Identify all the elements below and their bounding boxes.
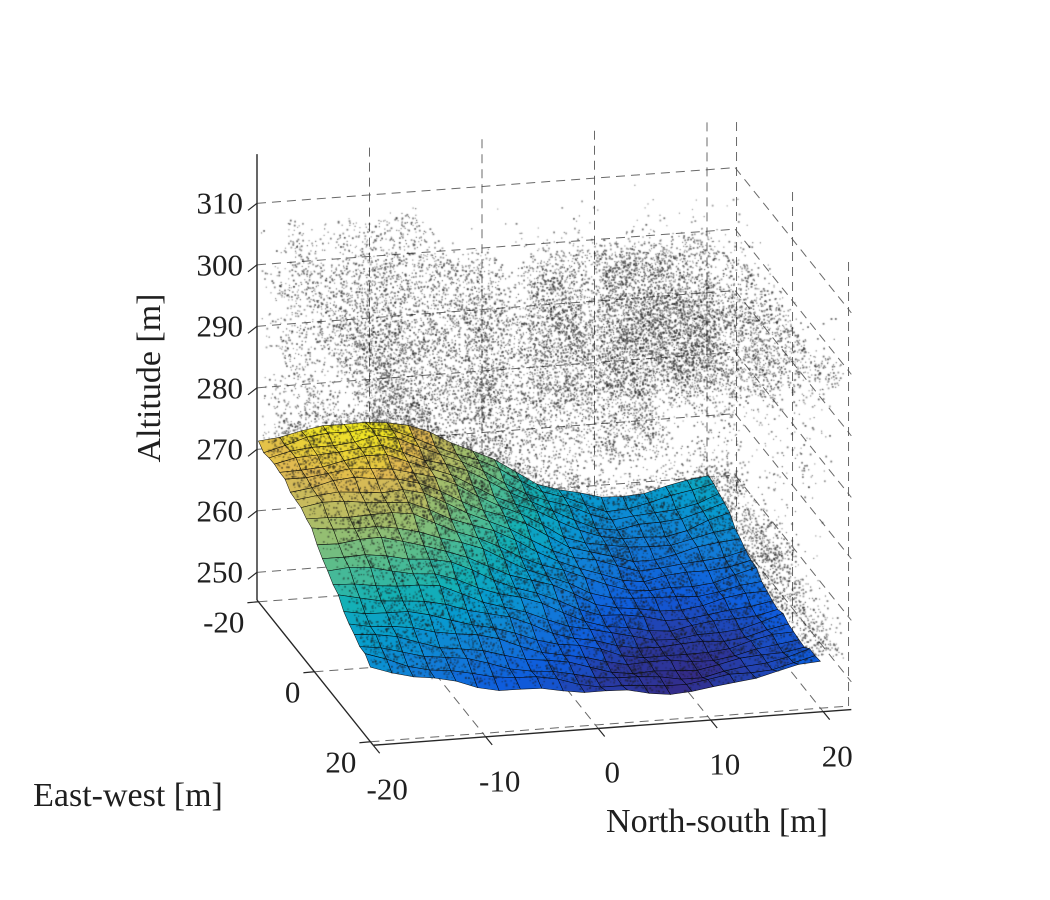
ns-tick-label: 10	[709, 746, 741, 782]
z-tick-label: 250	[196, 554, 244, 590]
ns-tick-label: 20	[821, 738, 853, 774]
z-tick-label: 290	[196, 308, 244, 344]
z-tick-label: 270	[196, 431, 244, 467]
z-tick-label: 280	[196, 370, 244, 406]
ns-tick-label: -20	[366, 771, 408, 807]
z-tick-label: 300	[196, 247, 244, 283]
z-axis-title: Altitude [m]	[131, 293, 168, 463]
y-axis-title: East-west [m]	[33, 777, 223, 814]
ew-tick-label: 20	[325, 744, 357, 780]
ns-tick-label: -10	[479, 763, 521, 799]
z-tick-label: 310	[196, 185, 244, 221]
ns-tick-label: 0	[604, 754, 620, 790]
ew-tick-label: -20	[203, 604, 245, 640]
z-tick-label: 260	[196, 493, 244, 529]
x-axis-title: North-south [m]	[606, 803, 828, 840]
ew-tick-label: 0	[284, 674, 301, 710]
